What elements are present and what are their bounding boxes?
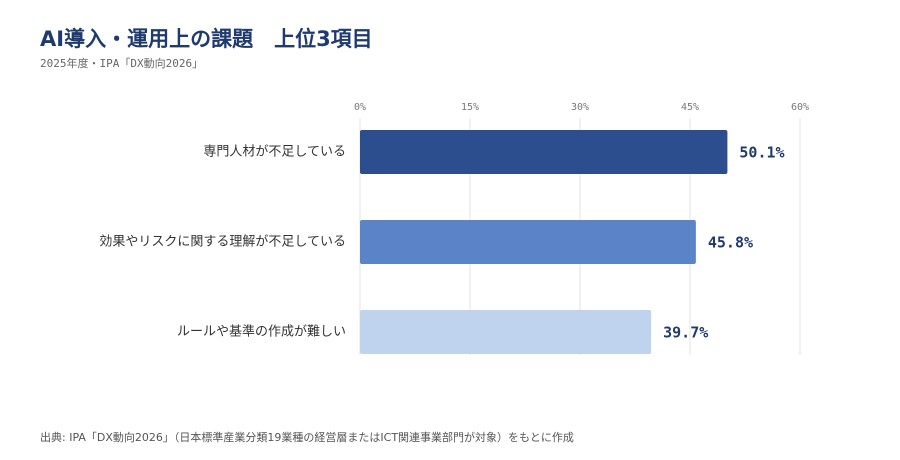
chart-title: AI導入・運用上の課題 上位3項目 <box>40 27 373 51</box>
y-tick-label: 専門人材が不足している <box>203 145 346 160</box>
x-tick-label: 60% <box>791 102 809 113</box>
value-label: 45.8% <box>708 234 753 252</box>
y-tick-label: 効果やリスクに関する理解が不足している <box>99 235 346 250</box>
chart-subtitle: 2025年度・IPA「DX動向2026」 <box>40 56 203 70</box>
bar <box>360 310 652 354</box>
x-tick-label: 45% <box>681 102 699 113</box>
value-label: 50.1% <box>739 144 784 162</box>
x-tick-label: 30% <box>571 102 589 113</box>
source-note: 出典: IPA「DX動向2026」（日本標準産業分類19業種の経営層またはICT… <box>40 430 574 444</box>
bar <box>360 220 696 264</box>
value-label: 39.7% <box>663 324 708 342</box>
y-tick-label: ルールや基準の作成が難しい <box>177 324 346 340</box>
bar <box>360 130 728 174</box>
x-tick-label: 15% <box>461 102 479 113</box>
x-tick-label: 0% <box>354 102 366 113</box>
